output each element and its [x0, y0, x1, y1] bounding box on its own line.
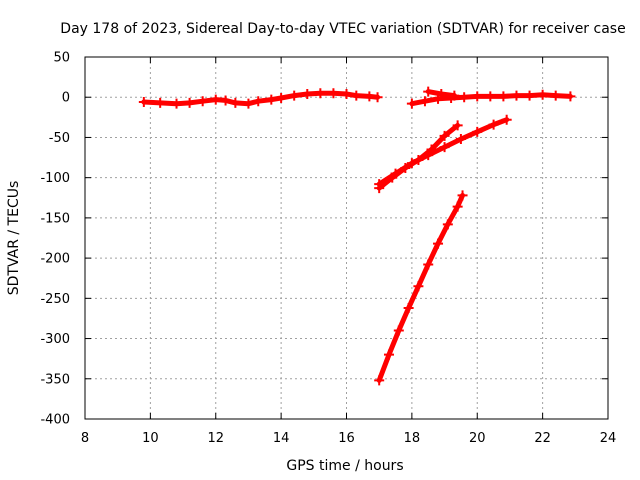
- data-point: [472, 91, 483, 102]
- y-tick-label: -350: [40, 372, 70, 387]
- data-point: [341, 89, 352, 100]
- data-point: [537, 89, 548, 100]
- data-series: [406, 89, 576, 109]
- data-point: [315, 88, 326, 99]
- data-point: [449, 90, 460, 101]
- data-point: [565, 91, 576, 102]
- data-point: [436, 89, 447, 100]
- data-point: [406, 98, 417, 109]
- x-tick-label: 24: [600, 431, 617, 446]
- data-point: [403, 302, 414, 313]
- data-point: [433, 238, 444, 249]
- data-point: [138, 97, 149, 108]
- data-point: [302, 89, 313, 100]
- data-point: [220, 95, 231, 106]
- grid: [85, 57, 608, 419]
- data-point: [289, 90, 300, 101]
- data-point: [243, 98, 254, 109]
- data-point: [413, 281, 424, 292]
- data-point: [472, 126, 483, 137]
- data-point: [419, 96, 430, 107]
- data-point: [423, 86, 434, 97]
- data-point: [155, 97, 166, 108]
- y-tick-label: -100: [40, 171, 70, 186]
- data-point: [452, 120, 463, 131]
- y-tick-label: -400: [40, 413, 70, 428]
- data-point: [253, 96, 264, 107]
- data-point: [390, 168, 401, 179]
- data-point: [197, 96, 208, 107]
- data-point: [351, 90, 362, 101]
- data-point: [511, 90, 522, 101]
- x-tick-label: 8: [81, 431, 89, 446]
- data-point: [439, 130, 450, 141]
- data-point: [439, 142, 450, 153]
- data-point: [266, 94, 277, 105]
- x-axis-label: GPS time / hours: [286, 458, 403, 474]
- data-point: [383, 349, 394, 360]
- data-point: [423, 150, 434, 161]
- y-tick-label: -50: [49, 131, 70, 146]
- data-point: [374, 179, 385, 190]
- data-point: [374, 375, 385, 386]
- x-tick-label: 10: [142, 431, 159, 446]
- data-point: [393, 325, 404, 336]
- data-point: [455, 134, 466, 145]
- y-axis-label: SDTVAR / TECUs: [6, 181, 22, 296]
- y-tick-label: 50: [53, 51, 70, 66]
- data-point: [230, 97, 241, 108]
- data-series-line: [376, 192, 465, 383]
- data-point: [498, 91, 509, 102]
- data-point: [328, 88, 339, 99]
- y-tick-label: -150: [40, 211, 70, 226]
- y-tick-label: -200: [40, 252, 70, 267]
- data-series: [374, 190, 468, 386]
- data-point: [488, 119, 499, 130]
- data-point: [423, 259, 434, 270]
- data-point: [457, 190, 468, 201]
- x-tick-label: 16: [338, 431, 355, 446]
- x-tick-label: 20: [469, 431, 486, 446]
- y-tick-label: -300: [40, 332, 70, 347]
- data-series: [138, 88, 383, 109]
- data-series: [374, 120, 463, 194]
- data-point: [184, 97, 195, 108]
- data-point: [485, 91, 496, 102]
- x-tick-label: 18: [404, 431, 421, 446]
- series-group: [138, 86, 576, 386]
- data-point: [276, 93, 287, 104]
- data-point: [452, 201, 463, 212]
- data-point: [442, 219, 453, 230]
- data-point: [406, 158, 417, 169]
- ticks: 8 10 12 14 16 18 20 22 24 -400 -350 -300 -250 -200 -15…: [40, 51, 616, 447]
- x-tick-label: 12: [207, 431, 224, 446]
- x-tick-label: 22: [534, 431, 551, 446]
- data-series: [374, 114, 512, 190]
- data-series: [423, 86, 460, 101]
- x-tick-label: 14: [273, 431, 290, 446]
- data-point: [372, 92, 383, 103]
- data-point: [550, 90, 561, 101]
- chart-title: Day 178 of 2023, Sidereal Day-to-day VTE…: [60, 21, 625, 37]
- data-point: [524, 90, 535, 101]
- data-point: [501, 114, 512, 125]
- y-tick-label: 0: [62, 91, 70, 106]
- data-point: [171, 98, 182, 109]
- data-point: [210, 94, 221, 105]
- data-point: [459, 92, 470, 103]
- y-tick-label: -250: [40, 292, 70, 307]
